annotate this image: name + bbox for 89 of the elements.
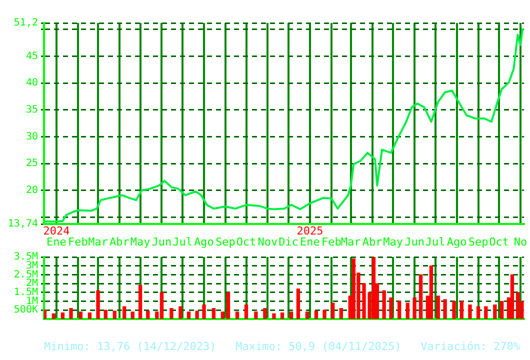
- bar: [112, 310, 116, 319]
- bar: [339, 308, 343, 319]
- bar: [397, 300, 402, 319]
- y-tick-label: 13,74: [8, 218, 38, 230]
- bar: [389, 297, 393, 319]
- x-tick-label: Jul: [172, 235, 192, 248]
- y-tick-label: 30: [26, 131, 38, 142]
- bar: [96, 290, 100, 319]
- bar: [272, 313, 276, 319]
- bar: [372, 257, 376, 319]
- bar: [460, 300, 464, 319]
- y-tick-label: 25: [26, 158, 38, 170]
- x-tick-label: 2024 Ene: [43, 224, 70, 248]
- y-tick-label: 51,2: [14, 18, 38, 29]
- x-tick-label: Ago: [446, 235, 467, 248]
- x-tick-label: No: [514, 235, 528, 248]
- x-tick-label: Oct: [236, 235, 256, 248]
- bar: [443, 299, 447, 319]
- y-tick-label: 20: [26, 185, 38, 196]
- bar: [382, 290, 386, 319]
- bar: [516, 292, 520, 319]
- bar: [412, 297, 416, 319]
- bar: [452, 300, 456, 319]
- bar: [170, 308, 174, 319]
- bar: [202, 304, 206, 319]
- y-tick-label: 500K: [14, 304, 38, 316]
- bar: [146, 310, 150, 319]
- x-tick-label: Nov: [258, 235, 278, 248]
- bar: [78, 312, 83, 319]
- bar: [212, 308, 216, 319]
- x-tick-label: Mar: [340, 235, 362, 248]
- x-tick-label: Oct: [489, 235, 509, 248]
- bar: [104, 310, 108, 319]
- x-tick-label: Jul: [425, 235, 446, 248]
- bar: [510, 274, 514, 319]
- y-tick-label: 40: [26, 78, 38, 89]
- bar: [493, 304, 497, 319]
- bar: [289, 312, 294, 319]
- bar: [69, 308, 73, 319]
- x-tick-label: Jun: [404, 235, 424, 248]
- x-tick-label: May: [383, 235, 404, 248]
- bar: [244, 304, 248, 319]
- bar: [178, 306, 182, 319]
- text: Maximo: 50,9 (04/11/2025): [236, 340, 402, 354]
- bar: [296, 288, 300, 319]
- bar: [429, 266, 434, 319]
- bar: [418, 274, 423, 319]
- x-tick-label: Ago: [194, 235, 214, 248]
- bar: [468, 304, 472, 319]
- bar: [52, 313, 56, 319]
- bar: [122, 306, 126, 319]
- bar: [436, 296, 440, 319]
- bar: [235, 312, 240, 319]
- x-tick-label: Sep: [216, 235, 236, 248]
- text: Minimo: 13,76 (14/12/2023): [44, 340, 216, 354]
- x-tick-label: Jun: [152, 235, 172, 248]
- bar: [314, 310, 318, 319]
- y-tick-label: 3M: [26, 260, 38, 272]
- bar: [305, 312, 310, 319]
- x-tick-label: Dic: [278, 235, 298, 248]
- text: Variación: 270%: [420, 340, 520, 354]
- x-tick-label: Sep: [468, 235, 488, 248]
- bar: [484, 306, 488, 319]
- bar: [130, 312, 134, 319]
- x-tick-label: Abr: [110, 235, 130, 248]
- bar: [195, 310, 199, 319]
- bar: [138, 285, 142, 319]
- y-tick-label: 45: [26, 50, 38, 62]
- bar: [226, 292, 230, 319]
- bar: [322, 310, 326, 319]
- x-tick-label: Mar: [88, 235, 108, 248]
- bar: [254, 312, 258, 319]
- x-tick-label: Abr: [362, 235, 383, 248]
- bar: [44, 310, 47, 319]
- x-tick-label: Feb: [68, 235, 88, 248]
- bar: [476, 306, 480, 319]
- bar: [60, 312, 65, 319]
- bar: [263, 308, 267, 319]
- x-tick-label: May: [130, 235, 151, 248]
- bar: [220, 312, 225, 319]
- bar: [500, 300, 504, 319]
- bar: [331, 302, 335, 319]
- bar: [88, 312, 92, 319]
- x-tick-label: 2025 Ene: [296, 224, 324, 248]
- bar: [186, 312, 191, 319]
- bar: [406, 302, 410, 319]
- bar: [280, 312, 284, 319]
- y-tick-label: 35: [26, 104, 38, 116]
- x-tick-label: Feb: [322, 235, 342, 248]
